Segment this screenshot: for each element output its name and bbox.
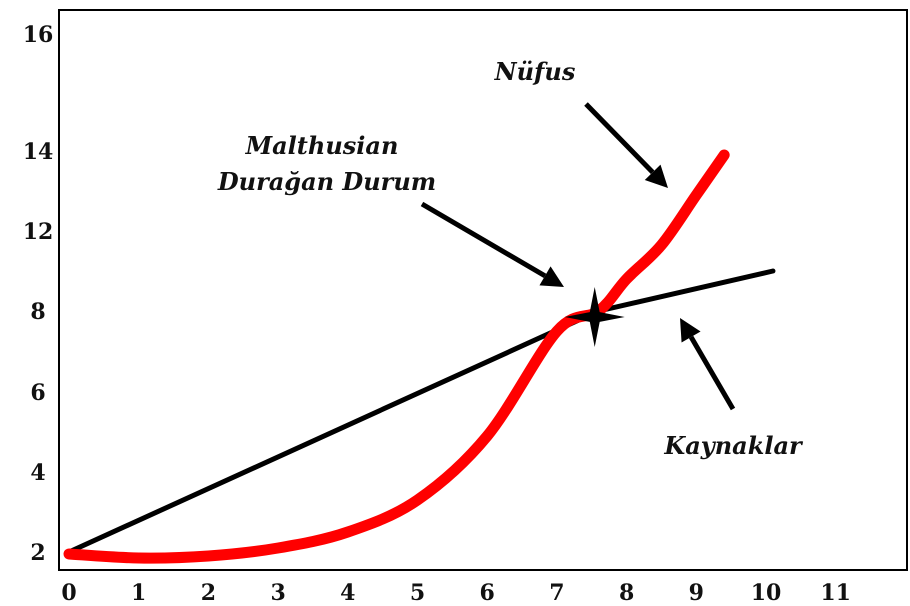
plot-frame — [58, 9, 908, 571]
nufus-annotation-label: Nüfus — [494, 57, 576, 86]
nufus-arrow-icon — [584, 102, 668, 188]
x-axis-ticks: 0 1 2 3 4 5 6 7 8 9 10 11 — [61, 580, 851, 606]
nufus-arrow-icon-head — [644, 164, 668, 188]
x-tick-label: 10 — [751, 580, 782, 606]
y-tick-label: 2 — [30, 540, 45, 566]
x-tick-label: 0 — [61, 580, 76, 606]
kaynaklar-arrow-icon-shaft — [688, 335, 736, 411]
x-tick-label: 7 — [549, 580, 564, 606]
series-layer — [63, 149, 776, 564]
malthus-annotation-label: Durağan Durum — [217, 167, 436, 196]
y-axis-ticks: 2 4 6 8 12 14 16 — [23, 22, 54, 566]
x-tick-label: 6 — [480, 580, 495, 606]
x-tick-label: 1 — [131, 580, 146, 606]
malthus-arrow-icon-head — [539, 266, 564, 287]
annotations: Nüfus Malthusian Durağan Durum Kaynaklar — [217, 57, 804, 460]
y-tick-label: 14 — [23, 139, 54, 165]
y-tick-label: 4 — [30, 460, 45, 486]
malthus-annotation-label: Malthusian — [245, 131, 399, 160]
x-tick-label: 8 — [619, 580, 634, 606]
y-tick-label: 6 — [30, 380, 45, 406]
x-tick-label: 4 — [340, 580, 355, 606]
kaynaklar-series-line — [66, 268, 776, 555]
kaynaklar-arrow-icon-head — [680, 318, 701, 343]
equilibrium-star-icon — [564, 287, 625, 347]
y-tick-label: 8 — [30, 299, 45, 325]
x-tick-label: 5 — [410, 580, 425, 606]
x-tick-label: 9 — [689, 580, 704, 606]
y-tick-label: 12 — [23, 219, 54, 245]
malthus-arrow-icon-shaft — [420, 201, 547, 279]
y-tick-label: 16 — [23, 22, 54, 48]
malthus-arrow-icon — [420, 201, 564, 287]
nufus-arrow-icon-shaft — [584, 102, 655, 175]
nufus-series-line — [63, 149, 730, 564]
x-tick-label: 3 — [270, 580, 285, 606]
x-tick-label: 2 — [201, 580, 216, 606]
x-tick-label: 11 — [820, 580, 851, 606]
kaynaklar-annotation-label: Kaynaklar — [663, 431, 804, 460]
kaynaklar-arrow-icon — [680, 318, 736, 411]
